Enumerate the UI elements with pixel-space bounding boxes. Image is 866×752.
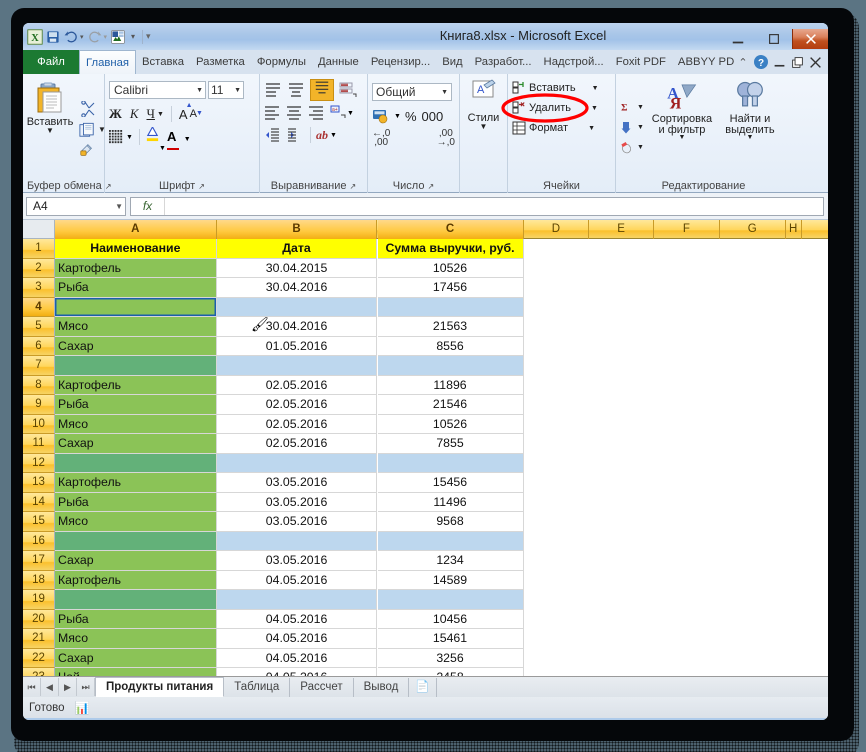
svg-text:Σ: Σ bbox=[621, 102, 627, 113]
svg-text:Я: Я bbox=[670, 95, 682, 112]
svg-text:a+: a+ bbox=[332, 107, 338, 113]
svg-text:?: ? bbox=[758, 58, 764, 69]
svg-text:X: X bbox=[31, 33, 39, 44]
svg-text:A: A bbox=[477, 84, 485, 96]
